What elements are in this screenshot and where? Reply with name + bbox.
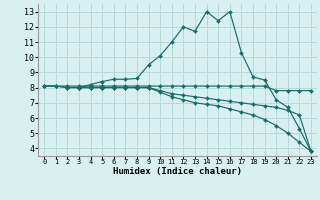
X-axis label: Humidex (Indice chaleur): Humidex (Indice chaleur): [113, 167, 242, 176]
